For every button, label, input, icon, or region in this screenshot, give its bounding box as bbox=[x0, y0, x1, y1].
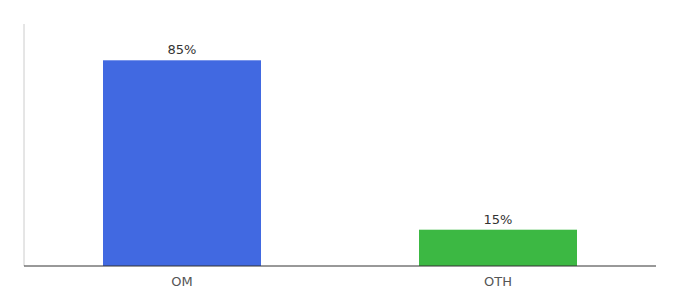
x-tick-label: OM bbox=[171, 274, 192, 289]
data-label: 85% bbox=[168, 42, 197, 57]
chart-svg: 85% 15% OM OTH bbox=[0, 0, 680, 300]
bar bbox=[419, 230, 577, 266]
x-tick-label: OTH bbox=[484, 274, 512, 289]
bar bbox=[103, 60, 261, 266]
chart-container: 85% 15% OM OTH bbox=[0, 0, 680, 300]
x-axis-line bbox=[24, 266, 656, 267]
data-label: 15% bbox=[484, 212, 513, 227]
bars bbox=[103, 60, 577, 266]
y-axis-line bbox=[24, 24, 25, 266]
